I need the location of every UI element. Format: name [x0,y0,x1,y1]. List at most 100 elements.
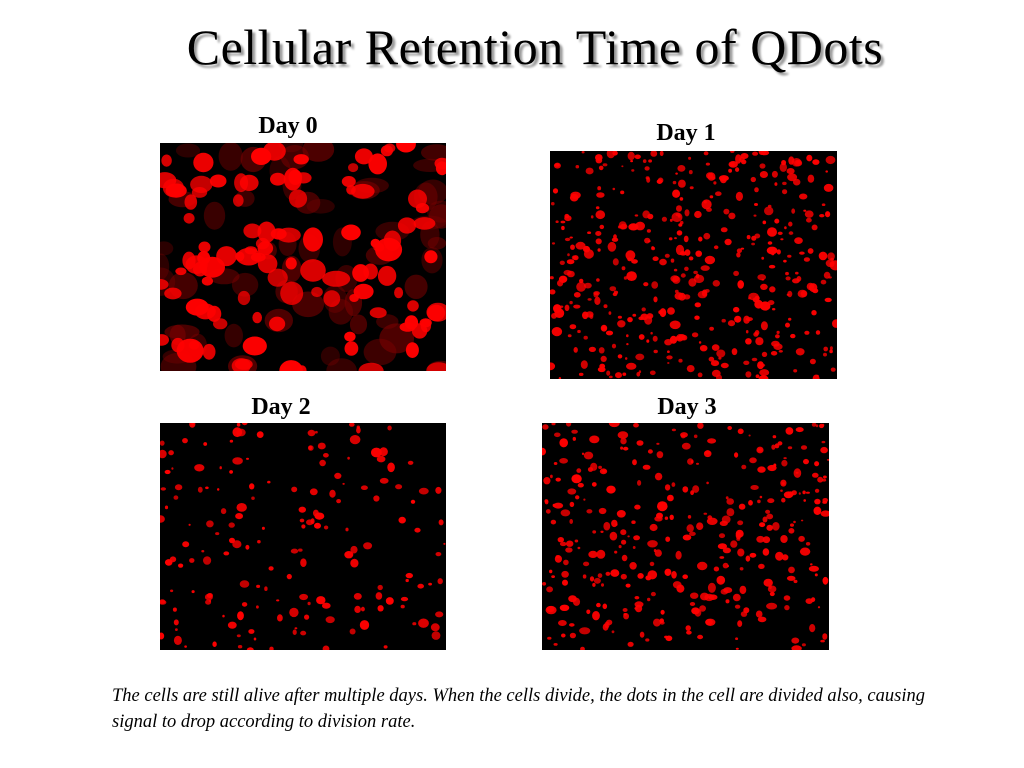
fluorescent-cell [263,143,286,161]
fluorescent-cell [635,221,645,231]
fluorescent-cell [577,546,581,550]
fluorescent-cell [688,156,692,160]
fluorescent-cell [377,584,383,591]
fluorescent-cell [236,428,246,437]
fluorescent-cell [290,548,299,554]
fluorescent-cell [691,607,700,615]
fluorescent-cell [697,423,704,429]
fluorescent-cell [784,226,787,230]
fluorescent-cell [800,290,808,298]
fluorescent-cell [650,591,656,597]
fluorescent-cell [753,214,757,217]
fluorescent-cell [311,286,323,298]
fluorescent-cell [360,485,368,490]
fluorescent-cell [675,172,678,175]
fluorescent-cell [720,227,728,233]
fluorescent-cell [542,448,546,455]
fluorescent-cell [726,508,735,517]
fluorescent-cell [223,551,230,556]
fluorescent-cell [793,520,796,524]
fluorescent-cell [687,515,692,519]
fluorescent-cell [189,558,195,563]
fluorescent-cell [546,586,553,593]
fluorescent-cell [188,523,191,526]
fluorescent-cell [575,241,586,250]
fluorescent-cell [672,275,681,284]
fluorescent-cell [689,602,696,606]
fluorescent-cell [678,358,683,363]
fluorescent-cell [756,446,764,454]
fluorescent-cell [184,645,187,648]
micrograph-day-1-image [550,151,837,379]
fluorescent-cell [591,482,597,487]
fluorescent-cell [575,165,580,169]
fluorescent-cell [256,605,259,609]
fluorescent-cell [735,647,739,650]
fluorescent-cell [784,605,790,611]
fluorescent-cell [368,153,387,175]
fluorescent-cell [661,216,667,222]
fluorescent-cell [825,259,835,268]
fluorescent-cell [732,593,741,602]
fluorescent-cell [237,290,251,306]
fluorescent-cell [417,583,425,589]
fluorescent-cell [761,278,765,281]
fluorescent-cell [741,464,747,470]
fluorescent-cell [348,163,359,173]
fluorescent-cell [623,613,627,616]
fluorescent-cell [383,645,388,649]
fluorescent-cell [550,289,556,295]
fluorescent-cell [564,237,571,242]
fluorescent-cell [760,321,768,331]
fluorescent-cell [626,343,629,346]
fluorescent-cell [617,320,626,328]
fluorescent-cell [220,508,227,515]
fluorescent-cell [703,151,709,156]
fluorescent-cell [627,151,635,161]
fluorescent-cell [718,356,722,360]
fluorescent-cell [823,475,827,479]
fluorescent-cell [289,607,299,618]
fluorescent-cell [360,606,365,612]
fluorescent-cell [553,462,558,465]
fluorescent-cell [585,311,594,318]
fluorescent-cell [418,618,429,628]
fluorescent-cell [597,186,602,191]
fluorescent-cell [283,167,302,191]
fluorescent-cell [635,353,645,361]
fluorescent-cell [596,549,606,559]
fluorescent-cell [407,300,419,312]
fluorescent-cell [560,220,566,224]
fluorescent-cell [809,624,816,633]
fluorescent-cell [212,641,217,647]
fluorescent-cell [280,365,292,371]
fluorescent-cell [739,585,747,595]
fluorescent-cell [594,296,601,305]
fluorescent-cell [767,204,772,208]
fluorescent-cell [407,460,414,465]
fluorescent-cell [667,494,674,502]
fluorescent-cell [785,427,794,435]
fluorescent-cell [620,437,627,445]
fluorescent-cell [597,573,603,578]
fluorescent-cell [829,349,833,354]
fluorescent-cell [822,478,827,482]
fluorescent-cell [191,187,208,198]
fluorescent-cell [740,153,749,159]
fluorescent-cell [800,445,808,450]
fluorescent-cell [720,362,729,369]
slide-title: Cellular Retention Time of QDots [186,19,884,75]
fluorescent-cell [684,209,690,217]
fluorescent-cell [201,550,205,553]
fluorescent-cell [822,423,825,427]
fluorescent-cell [681,442,691,450]
fluorescent-cell [602,163,608,167]
fluorescent-cell [667,350,670,353]
fluorescent-cell [782,189,788,195]
fluorescent-cell [772,435,777,439]
fluorescent-cell [253,637,257,641]
fluorescent-cell [677,165,686,172]
fluorescent-cell [671,428,676,432]
fluorescent-cell [762,536,771,544]
fluorescent-cell [674,292,684,300]
